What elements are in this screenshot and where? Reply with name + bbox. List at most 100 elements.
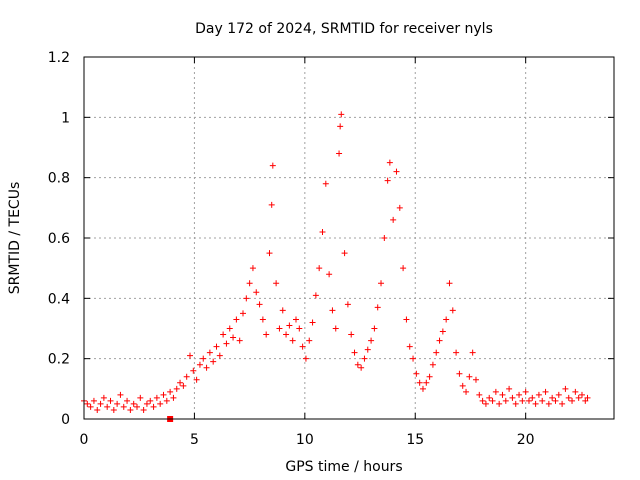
data-point [390,216,397,223]
data-point [273,280,280,287]
y-tick-label: 1.2 [48,50,70,66]
data-point [243,295,250,302]
data-point [100,394,107,401]
data-point [446,280,453,287]
data-point [246,280,253,287]
data-point [143,400,150,407]
data-point [559,400,566,407]
data-point [341,250,348,257]
data-point [406,343,413,350]
data-point [509,394,516,401]
data-point [486,394,493,401]
data-point [236,337,243,344]
data-point [584,394,591,401]
data-point [502,397,509,404]
data-point [400,265,407,272]
data-point [124,397,131,404]
data-point [463,388,470,395]
data-point [249,265,256,272]
data-point [384,177,391,184]
data-point [578,391,585,398]
data-point [269,162,276,169]
data-point [299,343,306,350]
data-point [423,379,430,386]
data-point [302,355,309,362]
data-point [87,403,94,410]
data-point [137,394,144,401]
data-point [565,394,572,401]
data-point [525,397,532,404]
data-point [336,150,343,157]
data-point [226,325,233,332]
data-point [393,168,400,175]
data-point [433,349,440,356]
axis-ticks: 0 0.2 0.4 0.6 0.8 1 1.2 0 5 10 15 20 [48,50,614,448]
data-point [177,379,184,386]
data-point [482,400,489,407]
data-point [354,361,361,368]
data-point [110,406,117,413]
y-tick-label: 1 [61,110,70,126]
data-point [549,394,556,401]
data-point [183,373,190,380]
data-point [374,304,381,311]
data-point [575,394,582,401]
data-point [545,400,552,407]
data-point [206,349,213,356]
data-point [276,325,283,332]
data-point [233,316,240,323]
data-point [449,307,456,314]
data-point [378,280,385,287]
x-tick-label: 10 [296,432,314,448]
data-point [519,397,526,404]
chart-title: Day 172 of 2024, SRMTID for receiver nyl… [195,21,493,37]
data-point [456,370,463,377]
data-point [296,325,303,332]
x-tick-label: 5 [190,432,199,448]
y-tick-label: 0.8 [48,171,70,187]
data-point [127,406,134,413]
data-point [240,310,246,317]
data-point [572,388,579,395]
data-point [180,382,187,389]
data-point [90,397,97,404]
data-point [306,337,313,344]
data-point [312,292,319,299]
data-point [492,388,499,395]
data-point [332,325,339,332]
data-point [196,361,203,368]
data-point [107,397,114,404]
data-point [120,403,127,410]
x-tick-label: 15 [406,432,424,448]
data-point [259,316,266,323]
data-point [210,358,217,365]
data-point [351,349,358,356]
data-point [386,159,393,166]
data-point [410,355,417,362]
y-axis-label: SRMTID / TECUs [7,182,23,295]
data-points [81,111,591,422]
data-point [319,228,326,235]
data-point [266,250,273,257]
data-point [489,397,496,404]
data-point [200,355,207,362]
data-point [361,355,368,362]
data-point [167,388,174,395]
y-tick-label: 0 [61,412,70,428]
data-point [337,123,344,130]
x-tick-label: 0 [80,432,89,448]
data-point [348,331,355,338]
data-point [403,316,410,323]
data-point [381,235,388,241]
y-tick-label: 0.2 [48,352,70,368]
data-point [94,406,101,413]
data-point [213,343,220,350]
data-point [187,352,193,359]
data-point [368,337,375,344]
data-point [476,391,483,398]
data-point [413,370,420,377]
y-tick-label: 0.6 [48,231,70,247]
data-point [439,328,446,335]
data-point [516,391,523,398]
